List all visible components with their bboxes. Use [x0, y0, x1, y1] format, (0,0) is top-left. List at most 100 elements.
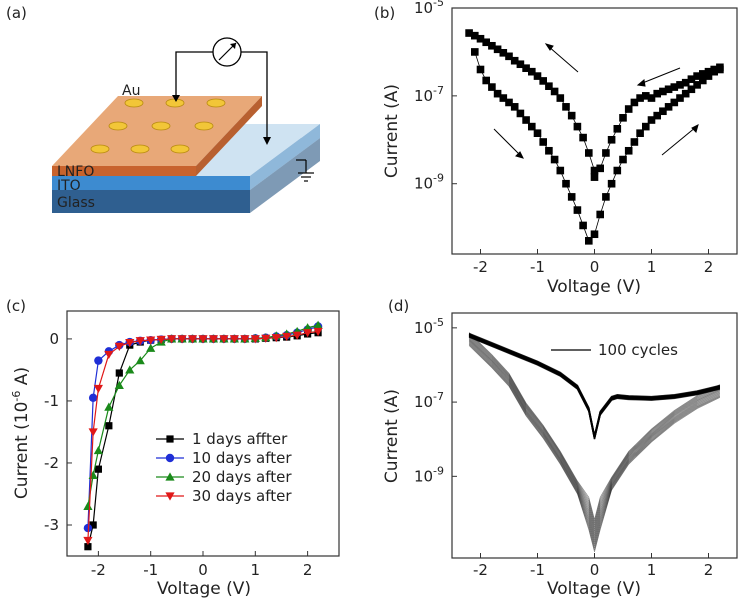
cycle-curve-d	[468, 336, 721, 532]
cycle-curve-d	[468, 334, 721, 526]
data-point-c	[146, 343, 156, 352]
data-point-b	[590, 166, 599, 175]
data-point-b	[579, 221, 587, 230]
data-point-b	[636, 129, 644, 137]
lnfo-side	[196, 96, 262, 176]
cycle-curve-d	[468, 339, 721, 539]
cycle-curve-d	[468, 341, 721, 543]
cycle-curve-d	[468, 344, 721, 551]
y-tick-label: 0	[49, 330, 59, 348]
x-tick-label: -1	[530, 561, 545, 579]
legend-marker-c	[165, 492, 175, 501]
x-axis-label-b: Voltage (V)	[547, 277, 641, 297]
legend-label-d: 100 cycles	[598, 341, 678, 359]
data-point-b	[516, 60, 525, 69]
data-point-b	[516, 109, 525, 118]
data-point-c	[93, 445, 103, 455]
sweep-arrows-b	[493, 43, 699, 159]
data-point-c	[282, 332, 292, 342]
data-point-b	[602, 149, 610, 157]
data-point-c	[89, 521, 97, 529]
data-point-b	[562, 179, 570, 188]
cycle-curve-d	[468, 338, 721, 535]
x-tick-label: 1	[647, 561, 657, 579]
cycle-curve-d	[468, 332, 721, 436]
data-point-b	[567, 111, 576, 120]
data-point-b	[499, 94, 508, 102]
data-point-c	[250, 335, 260, 344]
data-point-b	[533, 129, 542, 137]
x-tick-label: 1	[251, 561, 261, 579]
data-point-c	[104, 350, 114, 360]
data-point-b	[613, 166, 622, 175]
data-point-c	[313, 327, 323, 337]
data-point-b	[624, 105, 633, 113]
cycle-curve-d	[468, 340, 721, 541]
data-point-b	[636, 94, 644, 102]
data-point-b	[522, 64, 530, 72]
data-point-b	[647, 94, 656, 102]
data-point-b	[602, 193, 610, 201]
data-point-c	[125, 365, 135, 374]
data-point-b	[676, 81, 684, 89]
data-point-c	[83, 536, 93, 546]
data-point-b	[556, 94, 565, 102]
data-point-b	[573, 122, 582, 131]
x-tick-label: -2	[473, 561, 488, 579]
data-point-b	[499, 49, 508, 57]
data-point-b	[630, 98, 639, 107]
x-tick-label: -2	[473, 258, 488, 276]
label-au: Au	[122, 83, 140, 99]
cycle-curve-d	[468, 342, 721, 545]
data-point-b	[699, 76, 707, 85]
data-point-c	[146, 336, 156, 345]
panel-a: (a) Au LNFO	[6, 4, 320, 213]
data-point-b	[596, 164, 604, 173]
x-tick-label: 0	[198, 561, 208, 579]
legend-marker-c	[165, 453, 175, 463]
data-point-b	[585, 237, 593, 245]
y-tick-label: 10-9	[414, 464, 444, 485]
legend-label-c: 10 days after	[192, 449, 292, 467]
cycle-curve-d	[468, 332, 721, 520]
data-point-b	[482, 76, 490, 85]
data-point-b	[465, 29, 473, 37]
data-point-c	[271, 334, 281, 343]
cycle-curve-d	[468, 335, 721, 528]
data-point-b	[670, 83, 679, 91]
y-tick-label: -2	[44, 454, 59, 472]
cycle-curve-d	[468, 343, 721, 549]
data-point-b	[510, 103, 519, 111]
x-tick-label: -1	[530, 258, 545, 276]
panel-label-d: (d)	[388, 297, 409, 315]
data-point-c	[303, 329, 313, 338]
data-point-b	[488, 41, 496, 50]
data-point-b	[704, 72, 713, 80]
x-tick-label: 2	[704, 561, 714, 579]
data-point-b	[545, 146, 553, 155]
data-point-b	[550, 87, 559, 96]
data-point-b	[545, 82, 553, 90]
legend-marker-c	[165, 472, 175, 481]
ito-front	[52, 176, 250, 190]
panel-d: (d) -2 -1 0 1 2 10-5 10-7 10-9 100 cycles Volta…	[382, 297, 738, 599]
data-point-b	[664, 85, 673, 94]
data-point-c	[88, 428, 98, 437]
data-point-c	[105, 422, 113, 430]
data-point-b	[482, 38, 490, 47]
data-point-c	[292, 331, 302, 340]
y-tick-label: 10-5	[414, 316, 444, 337]
data-point-b	[596, 210, 604, 219]
legend-label-c: 1 days affter	[192, 430, 288, 448]
y-tick-label: 10-7	[414, 390, 444, 411]
data-point-b	[642, 122, 650, 131]
data-point-b	[533, 72, 542, 80]
data-point-c	[219, 335, 229, 344]
data-point-b	[624, 146, 633, 155]
y-axis-label-c: Current (10-6 A)	[10, 367, 32, 499]
data-point-b	[664, 103, 673, 111]
x-tick-label: 0	[590, 258, 600, 276]
x-tick-label: -1	[143, 561, 158, 579]
